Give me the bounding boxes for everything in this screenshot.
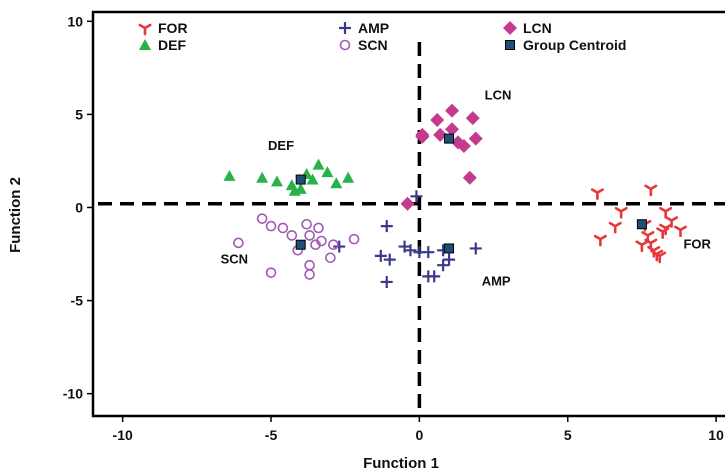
amp-point [469,242,482,255]
legend-marker-def [139,39,151,50]
legend-label-lcn: LCN [523,20,552,36]
lcn-point [433,127,448,142]
group-centroid-point [444,243,455,254]
scn-point [325,252,336,264]
for-point [665,216,679,228]
x-tick-label: -5 [265,427,278,443]
legend-label-amp: AMP [358,20,389,36]
legend-label-group-centroid: Group Centroid [523,37,626,53]
def-point [223,169,236,181]
reference-lines [98,42,725,416]
for-point [673,225,687,238]
legend-label-for: FOR [158,20,188,36]
def-point [321,166,334,178]
y-tick-label: 10 [67,13,83,29]
lcn-point [400,196,415,211]
group-label-lcn: LCN [485,88,512,103]
scn-point [265,267,277,278]
scn-point [301,218,312,230]
amp-point [380,275,393,288]
group-label-for: FOR [683,236,711,251]
def-point [288,184,301,196]
plot-border [91,10,725,418]
amp-point [380,220,393,233]
group-centroid-point [295,174,306,185]
for-point [593,234,607,247]
group-centroid-point [444,133,455,144]
lcn-point [465,111,480,126]
lcn-point [415,127,430,142]
group-centroid-point [295,239,306,250]
x-tick-label: -10 [113,427,133,443]
amp-point [443,253,456,266]
for-point [635,240,649,253]
for-point [644,184,658,197]
y-tick-label: -5 [71,293,84,309]
amp-point [404,244,417,257]
amp-point [422,246,435,259]
x-tick-label: 5 [564,427,572,443]
y-axis-title: Function 2 [7,177,24,253]
y-tick-label: 5 [75,106,83,122]
legend: FOR AMP LCN DEF SCN Group Centroid [138,20,626,53]
group-centroid-point [636,219,647,230]
plot-frame [91,10,725,418]
y-tick-label: 0 [75,199,83,215]
scn-point [286,230,298,241]
scn-point [265,220,277,232]
lcn-point [450,135,465,150]
def-point [306,173,319,185]
lcn-point [430,112,445,127]
legend-marker-lcn [503,21,517,35]
group-label-amp: AMP [482,274,511,289]
for-point [590,188,604,200]
amp-point [333,240,346,253]
amp-point [437,259,450,272]
group-label-scn: SCN [221,251,248,266]
for-point [614,206,628,219]
lcn-point [445,103,460,118]
def-point [256,171,269,183]
lcn-point [468,131,483,146]
scn-point [328,239,339,251]
legend-label-scn: SCN [358,37,388,53]
x-tick-label: 0 [415,427,423,443]
def-point [270,175,283,187]
scn-point [348,233,360,245]
amp-point [383,253,396,266]
for-point [659,206,673,219]
legend-marker-group-centroid [505,40,515,50]
legend-label-def: DEF [158,37,186,53]
legend-marker-for [138,23,152,36]
scn-point [256,213,268,224]
scn-point [313,222,324,234]
for-point [650,249,664,262]
lcn-point [462,170,477,185]
data-points [223,103,687,288]
legend-marker-scn [339,39,351,51]
y-tick-label: -10 [63,386,83,402]
amp-point [374,249,387,262]
axis-ticks: -10 -5 0 5 10 10 5 0 -5 -10 [63,13,724,443]
lcn-point [445,122,460,137]
def-point [330,177,343,189]
x-tick-label: 10 [708,427,724,443]
def-point [312,158,325,170]
scn-point [304,269,315,280]
scn-point [233,237,244,249]
scn-point [304,259,315,271]
group-label-def: DEF [268,138,294,153]
for-point [608,221,622,234]
legend-marker-amp [339,22,351,34]
amp-point [410,190,423,203]
for-point [656,227,670,239]
scn-point [310,239,321,251]
group-annotations: LCN DEF SCN AMP FOR [221,88,712,289]
x-axis-title: Function 1 [363,455,439,472]
scn-point [304,230,315,241]
def-point [342,171,355,183]
amp-point [422,270,435,283]
scn-point [277,222,289,234]
